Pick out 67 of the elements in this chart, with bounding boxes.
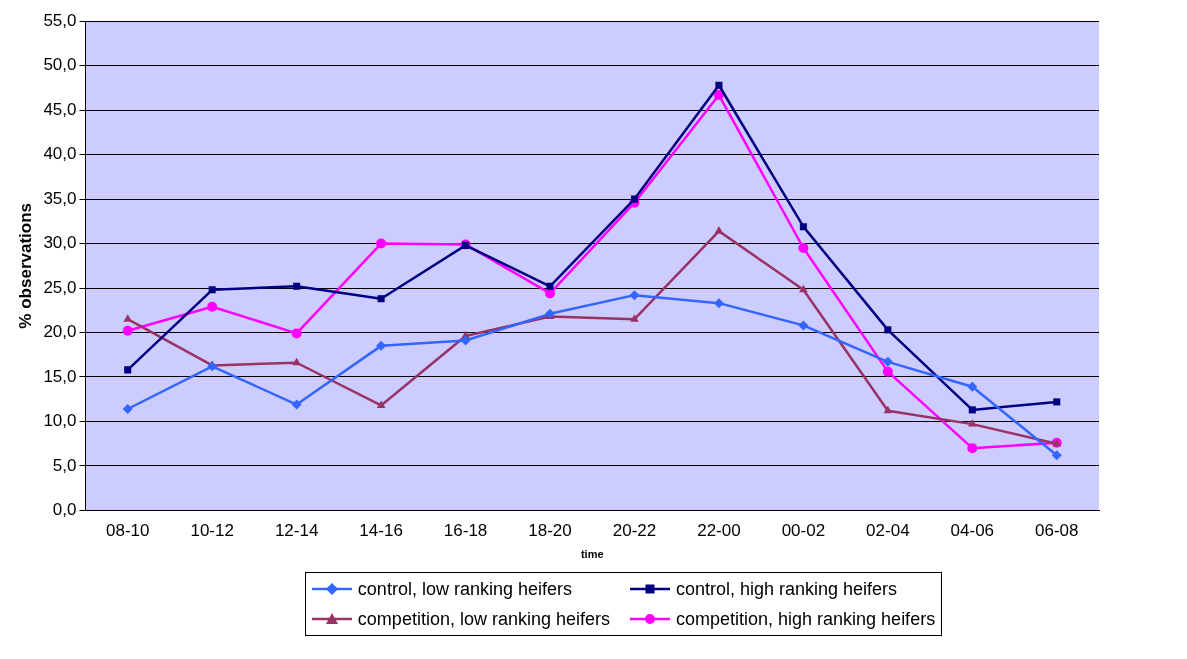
x-tick-label: 00-02 xyxy=(781,521,826,541)
x-tick-label: 06-08 xyxy=(1035,521,1079,541)
y-tick-label: 25,0 xyxy=(43,277,77,297)
x-tick-label: 18-20 xyxy=(528,521,572,541)
point xyxy=(882,356,893,367)
y-tick-label: 10,0 xyxy=(43,411,77,431)
point xyxy=(630,314,639,322)
point xyxy=(883,405,893,414)
point xyxy=(630,195,639,203)
y-tick-label: 40,0 xyxy=(43,144,77,164)
point xyxy=(207,361,218,372)
point xyxy=(292,357,301,366)
point xyxy=(460,335,471,346)
point xyxy=(715,81,723,89)
legend-label: competition, low ranking heifers xyxy=(357,608,610,631)
point xyxy=(293,282,301,290)
point xyxy=(882,366,893,377)
point xyxy=(713,90,724,101)
legend-label: control, high ranking heifers xyxy=(675,578,898,601)
point xyxy=(1053,398,1061,406)
point xyxy=(207,301,218,312)
y-tick-label: 30,0 xyxy=(43,233,77,253)
point xyxy=(122,325,133,336)
y-tick-label: 55,0 xyxy=(43,10,77,30)
x-tick-label: 12-14 xyxy=(274,521,319,541)
point xyxy=(713,298,724,309)
point xyxy=(799,223,807,231)
point xyxy=(122,404,133,414)
point xyxy=(376,400,386,408)
point xyxy=(967,381,978,392)
y-tick-label: 15,0 xyxy=(43,366,77,386)
y-axis-title: % observations xyxy=(15,202,35,329)
x-tick-label: 02-04 xyxy=(866,521,910,541)
x-axis-title: time xyxy=(580,548,604,561)
y-tick-label: 45,0 xyxy=(43,99,77,119)
x-tick-label: 10-12 xyxy=(190,521,234,541)
x-tick-label: 20-22 xyxy=(612,521,657,541)
y-tick-label: 50,0 xyxy=(43,55,77,75)
point xyxy=(291,328,302,339)
y-tick-label: 5,0 xyxy=(52,455,77,475)
point xyxy=(967,443,978,454)
point xyxy=(208,286,216,294)
point xyxy=(967,419,977,427)
point xyxy=(798,243,809,254)
point xyxy=(376,340,387,351)
point xyxy=(546,282,554,290)
y-tick-label: 20,0 xyxy=(43,322,77,342)
point xyxy=(799,284,808,293)
point xyxy=(629,290,640,301)
point xyxy=(1051,450,1062,461)
x-tick-label: 04-06 xyxy=(950,521,995,541)
point xyxy=(377,295,385,303)
legend-label: control, low ranking heifers xyxy=(357,578,572,601)
x-tick-label: 08-10 xyxy=(105,521,150,541)
y-tick-label: 0,0 xyxy=(52,500,77,520)
point xyxy=(798,320,809,331)
point xyxy=(714,226,724,234)
x-tick-label: 16-18 xyxy=(443,521,488,541)
x-tick-label: 14-16 xyxy=(359,521,403,541)
point xyxy=(968,406,976,414)
x-tick-label: 22-00 xyxy=(697,521,741,541)
point xyxy=(884,326,892,334)
y-tick-label: 35,0 xyxy=(43,188,77,208)
point xyxy=(291,399,302,410)
point xyxy=(376,238,387,249)
point xyxy=(124,366,132,374)
legend-label: competition, high ranking heifers xyxy=(675,608,936,631)
